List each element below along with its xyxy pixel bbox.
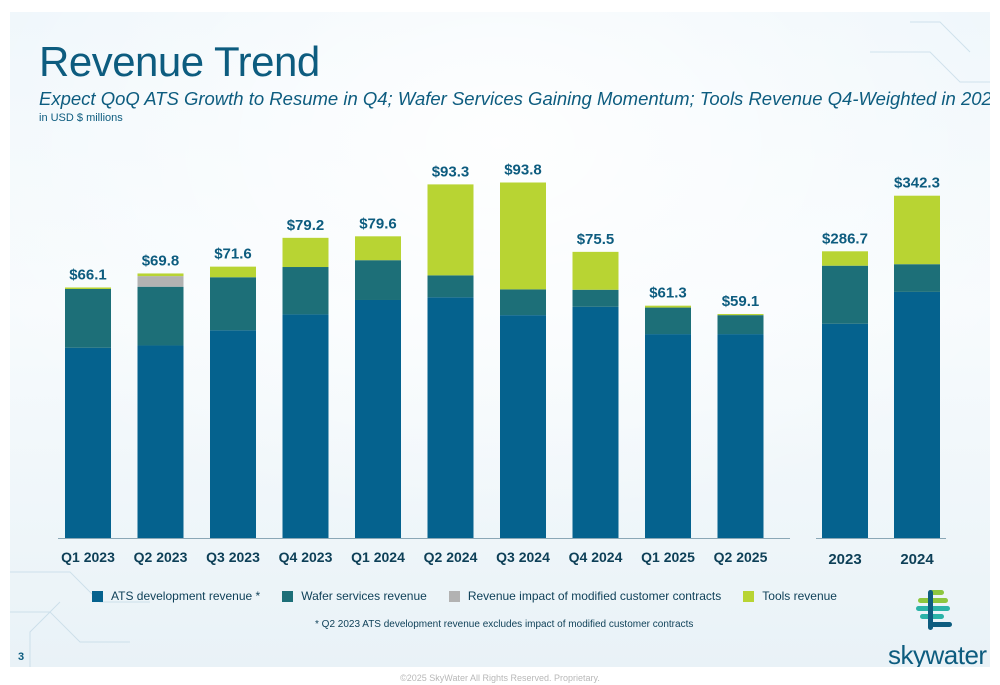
bar-segment (717, 314, 764, 316)
bar-segment (500, 315, 546, 538)
bar-segment (645, 305, 691, 308)
bar-total-label: $75.5 (577, 231, 615, 248)
bar-segment (822, 265, 868, 324)
x-tick-label: 2023 (828, 551, 861, 568)
bar-segment (282, 314, 329, 538)
bar-segment (894, 264, 940, 292)
bar-segment (137, 286, 184, 346)
bar-total-label: $79.6 (359, 215, 397, 232)
bar-segment (500, 289, 546, 316)
bar-total-label: $79.2 (287, 217, 325, 234)
slide-title: Revenue Trend (39, 38, 320, 85)
legend-swatch-contracts (448, 590, 460, 602)
bar-segment (137, 273, 184, 277)
bar-segment (355, 260, 401, 300)
bar-segment (65, 288, 111, 348)
bar-total-label: $342.3 (894, 175, 940, 192)
units-label: in USD $ millions (39, 112, 123, 124)
bar-segment (427, 184, 474, 276)
page-number: 3 (18, 651, 25, 663)
bar-segment (822, 323, 868, 538)
bar-segment (717, 334, 764, 538)
bar-segment (822, 251, 868, 266)
bar-segment (137, 345, 184, 538)
chart-0: $66.1 Q1 2023 $69.8 Q2 2023 $71.6 Q3 2023 $79.… (58, 161, 790, 565)
x-tick-label: 2024 (900, 551, 934, 568)
bar-segment (894, 195, 940, 265)
bar-segment (137, 276, 184, 287)
bar-segment (210, 330, 256, 538)
legend-swatch-ats (92, 590, 103, 602)
legend-swatch-tools (743, 590, 755, 602)
bar-segment (427, 297, 474, 538)
x-tick-label: Q4 2023 (279, 549, 333, 565)
x-tick-label: Q1 2024 (351, 549, 405, 565)
legend-item-ats: ATS development revenue * (92, 589, 260, 603)
bar-segment (427, 275, 474, 298)
bar-segment (210, 277, 256, 331)
revenue-chart: $66.1 Q1 2023 $69.8 Q2 2023 $71.6 Q3 2023 $79.… (58, 161, 946, 568)
chart-legend: ATS development revenue * Wafer services… (92, 589, 859, 603)
legend-item-contracts: Revenue impact of modified customer cont… (448, 589, 722, 603)
bar-total-label: $69.8 (142, 252, 180, 269)
bar-segment (282, 237, 329, 268)
bar-segment (572, 289, 619, 307)
x-tick-label: Q4 2024 (569, 549, 623, 565)
bar-total-label: $66.1 (69, 266, 107, 283)
legend-label-ats: ATS development revenue * (111, 589, 261, 603)
x-tick-label: Q2 2024 (424, 549, 478, 565)
bar-total-label: $71.6 (214, 246, 252, 263)
legend-label-contracts: Revenue impact of modified customer cont… (467, 589, 722, 603)
bar-segment (65, 287, 111, 289)
bar-total-label: $93.3 (432, 163, 470, 180)
footnote: * Q2 2023 ATS development revenue exclud… (315, 619, 694, 630)
bar-total-label: $286.7 (822, 230, 868, 247)
bar-segment (572, 251, 619, 290)
bar-segment (355, 299, 401, 538)
chart-1: $286.7 2023 $342.3 2024 (816, 175, 946, 568)
x-tick-label: Q3 2024 (496, 549, 550, 565)
bar-segment (572, 306, 619, 538)
legend-swatch-wafer (282, 590, 294, 602)
bar-segment (65, 347, 111, 538)
bar-segment (210, 266, 256, 278)
bar-segment (355, 236, 401, 261)
slide: Revenue Trend Expect QoQ ATS Growth to R… (10, 12, 990, 667)
skywater-logo (916, 590, 952, 630)
slide-subtitle: Expect QoQ ATS Growth to Resume in Q4; W… (39, 88, 990, 109)
bar-segment (282, 267, 329, 315)
x-tick-label: Q2 2025 (714, 549, 768, 565)
bar-segment (894, 291, 940, 538)
bar-segment (500, 182, 546, 290)
bar-segment (645, 307, 691, 335)
bar-segment (717, 315, 764, 335)
bar-total-label: $61.3 (649, 285, 687, 302)
bar-segment (645, 334, 691, 538)
x-tick-label: Q2 2023 (134, 549, 188, 565)
legend-item-wafer: Wafer services revenue (282, 589, 427, 603)
logo-text: skywater (888, 640, 987, 667)
bar-total-label: $59.1 (722, 293, 760, 310)
x-tick-label: Q1 2023 (61, 549, 115, 565)
copyright: ©2025 SkyWater All Rights Reserved. Prop… (400, 673, 600, 683)
legend-label-wafer: Wafer services revenue (301, 589, 427, 603)
bar-total-label: $93.8 (504, 161, 542, 178)
x-tick-label: Q3 2023 (206, 549, 260, 565)
x-tick-label: Q1 2025 (641, 549, 695, 565)
legend-label-tools: Tools revenue (762, 589, 837, 603)
legend-item-tools: Tools revenue (743, 589, 837, 603)
